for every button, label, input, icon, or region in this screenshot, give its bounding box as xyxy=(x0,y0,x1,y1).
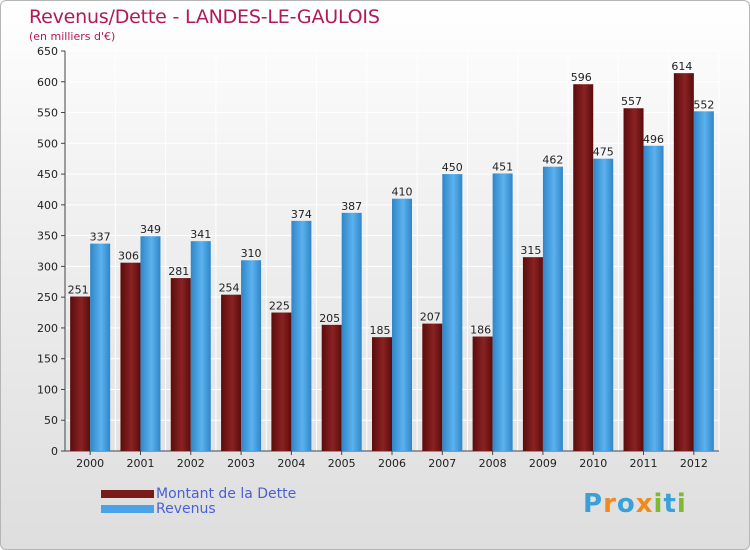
legend-label-revenus: Revenus xyxy=(156,501,216,517)
bar-revenus xyxy=(693,111,714,452)
x-tick-label: 2006 xyxy=(378,457,406,470)
bar-revenus xyxy=(341,212,362,451)
bar-dette xyxy=(422,323,443,451)
y-tick-label: 450 xyxy=(37,168,58,181)
value-label-revenus: 349 xyxy=(140,223,161,236)
value-label-dette: 185 xyxy=(370,324,391,337)
value-label-dette: 281 xyxy=(168,265,189,278)
x-tick-label: 2012 xyxy=(680,457,708,470)
bar-dette xyxy=(573,84,594,451)
bar-dette xyxy=(472,336,493,451)
y-tick-label: 400 xyxy=(37,199,58,212)
bar-dette xyxy=(70,296,91,451)
x-tick-label: 2000 xyxy=(76,457,104,470)
x-tick-label: 2005 xyxy=(328,457,356,470)
legend-label-dette: Montant de la Dette xyxy=(156,486,297,502)
value-label-revenus: 337 xyxy=(90,231,111,244)
value-label-revenus: 387 xyxy=(341,200,362,213)
y-tick-label: 150 xyxy=(37,353,58,366)
x-tick-label: 2003 xyxy=(227,457,255,470)
y-tick-label: 600 xyxy=(37,76,58,89)
legend-swatch-dette xyxy=(101,490,154,498)
bar-revenus xyxy=(291,220,312,451)
chart-subtitle: (en milliers d'€) xyxy=(29,30,116,43)
value-label-dette: 225 xyxy=(269,300,290,313)
y-tick-label: 100 xyxy=(37,383,58,396)
logo-letter: P xyxy=(583,489,604,519)
y-tick-label: 50 xyxy=(44,414,58,427)
bar-dette xyxy=(170,278,191,451)
axes: 0 50 100 150 200 250 300 350 400 450 500 550 600 650 2… xyxy=(37,45,719,470)
value-label-dette: 207 xyxy=(420,311,441,324)
bar-dette xyxy=(623,108,644,451)
x-tick-label: 2007 xyxy=(428,457,456,470)
value-labels: 251 337 306 349 281 341 254 310 225 374 205 387 185 4… xyxy=(68,60,715,337)
value-label-dette: 205 xyxy=(319,312,340,325)
x-tick-label: 2001 xyxy=(126,457,154,470)
x-tick-label: 2010 xyxy=(579,457,607,470)
y-tick-label: 350 xyxy=(37,230,58,243)
value-label-revenus: 552 xyxy=(693,98,714,111)
bar-revenus xyxy=(90,243,111,451)
logo-letter: r xyxy=(603,489,617,519)
value-label-dette: 315 xyxy=(520,244,541,257)
bar-revenus xyxy=(190,241,211,451)
y-tick-label: 650 xyxy=(37,45,58,58)
value-label-revenus: 451 xyxy=(492,160,513,173)
value-label-revenus: 462 xyxy=(542,154,563,167)
x-tick-label: 2008 xyxy=(479,457,507,470)
value-label-dette: 557 xyxy=(621,95,642,108)
value-label-revenus: 341 xyxy=(190,228,211,241)
bar-revenus xyxy=(492,173,513,451)
bar-dette xyxy=(221,294,242,451)
x-tick-label: 2004 xyxy=(277,457,305,470)
bar-revenus xyxy=(643,145,664,451)
value-label-revenus: 310 xyxy=(241,247,262,260)
y-tick-label: 200 xyxy=(37,322,58,335)
value-label-dette: 186 xyxy=(470,324,491,337)
x-tick-label: 2009 xyxy=(529,457,557,470)
y-tick-label: 300 xyxy=(37,260,58,273)
bar-dette xyxy=(673,73,694,452)
bar-revenus xyxy=(140,236,161,451)
logo-letter: x xyxy=(635,489,654,519)
bar-revenus xyxy=(593,158,614,451)
logo-letter: i xyxy=(676,489,687,519)
bar-dette xyxy=(120,262,141,451)
value-label-revenus: 475 xyxy=(593,146,614,159)
value-label-dette: 596 xyxy=(571,71,592,84)
value-label-revenus: 496 xyxy=(643,133,664,146)
bars xyxy=(70,73,714,452)
logo-letter: o xyxy=(616,489,636,519)
bar-revenus xyxy=(392,198,412,451)
y-tick-label: 250 xyxy=(37,291,58,304)
value-label-dette: 254 xyxy=(219,282,240,295)
x-tick-label: 2002 xyxy=(177,457,205,470)
value-label-dette: 306 xyxy=(118,250,139,263)
value-label-revenus: 410 xyxy=(392,186,413,199)
y-tick-label: 0 xyxy=(51,445,58,458)
chart-title: Revenus/Dette - LANDES-LE-GAULOIS xyxy=(29,6,380,28)
value-label-dette: 251 xyxy=(68,284,89,297)
y-tick-label: 500 xyxy=(37,137,58,150)
bar-dette xyxy=(321,324,342,451)
y-tick-label: 550 xyxy=(37,107,58,120)
bar-revenus xyxy=(442,174,463,452)
bar-dette xyxy=(522,257,543,451)
bar-revenus xyxy=(241,260,262,451)
logo-letter: i xyxy=(653,489,664,519)
x-tick-label: 2011 xyxy=(630,457,658,470)
value-label-dette: 614 xyxy=(671,60,692,73)
value-label-revenus: 374 xyxy=(291,208,312,221)
bar-revenus xyxy=(542,166,563,451)
value-label-revenus: 450 xyxy=(442,161,463,174)
bar-dette xyxy=(271,312,292,451)
logo-letter: t xyxy=(663,489,677,519)
legend-swatch-revenus xyxy=(101,505,154,513)
proxiti-logo: Proxiti xyxy=(583,489,687,519)
bar-dette xyxy=(372,337,392,451)
